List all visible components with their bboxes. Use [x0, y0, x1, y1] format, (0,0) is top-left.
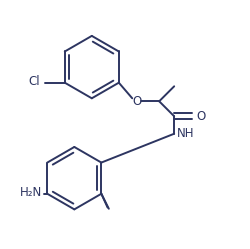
Text: O: O: [195, 110, 204, 123]
Text: H₂N: H₂N: [20, 186, 42, 199]
Text: Cl: Cl: [28, 75, 40, 88]
Text: O: O: [132, 95, 141, 108]
Text: NH: NH: [176, 127, 194, 140]
